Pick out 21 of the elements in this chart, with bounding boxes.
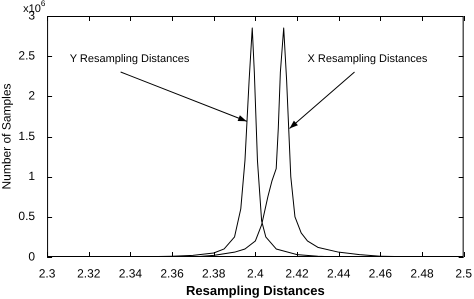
y-tick-label: 1.5 — [18, 128, 36, 143]
x-tick-label: 2.34 — [118, 266, 142, 281]
y-tick-label: 0 — [28, 249, 36, 264]
x-tick-label: 2.46 — [368, 266, 392, 281]
x-tick-label: 2.48 — [410, 266, 434, 281]
annotation: Y Resampling Distances — [70, 53, 190, 65]
x-tick-label: 2.4 — [247, 266, 264, 281]
x-tick-label: 2.44 — [327, 266, 351, 281]
x-tick-label: 2.42 — [285, 266, 310, 281]
x-tick-label: 2.3 — [38, 266, 56, 281]
annotation: X Resampling Distances — [308, 53, 428, 65]
x-tick-label: 2.36 — [160, 266, 184, 281]
x-tick-label: 2.38 — [202, 266, 226, 281]
y-tick-label: 0.5 — [18, 209, 36, 224]
x-tick-label: 2.5 — [455, 266, 472, 281]
y-tick-label: 1 — [28, 168, 36, 183]
x-tick-label: 2.32 — [77, 266, 101, 281]
y-tick-label: 2.5 — [18, 48, 36, 62]
x-axis-title: Resampling Distances — [186, 282, 325, 298]
y-axis-title: Number of Samples — [0, 83, 14, 190]
y-tick-label: 2 — [28, 88, 36, 103]
